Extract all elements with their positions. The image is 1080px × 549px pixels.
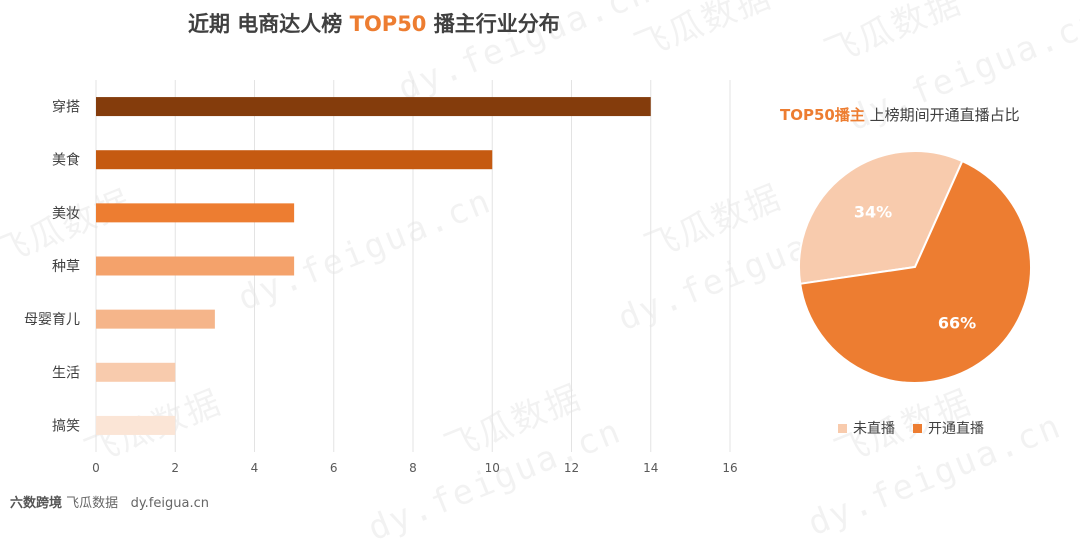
source-overlay-logo: 六数跨境 <box>10 496 63 511</box>
bar <box>96 415 176 435</box>
source-logo: 飞瓜数据 <box>66 496 119 511</box>
x-tick-label: 16 <box>722 461 737 475</box>
title-part-3: 播主行业分布 <box>426 12 560 36</box>
pie-chart: 34% 66% <box>798 150 1032 384</box>
pie-title-accent: TOP50播主 <box>780 106 865 124</box>
legend-label: 开通直播 <box>928 421 984 437</box>
x-tick-label: 4 <box>251 461 259 475</box>
x-tick-label: 2 <box>171 461 179 475</box>
x-tick-label: 14 <box>643 461 658 475</box>
legend-item: 开通直播 <box>913 418 984 438</box>
source-url: dy.feigua.cn <box>130 496 209 511</box>
pie-legend: 未直播 开通直播 <box>838 418 984 438</box>
chart-title: 近期 电商达人榜 TOP50 播主行业分布 <box>188 8 608 38</box>
pie-data-label: 66% <box>938 313 976 332</box>
y-category-label: 生活 <box>52 365 80 381</box>
bar <box>96 256 295 276</box>
y-category-label: 美食 <box>52 152 80 169</box>
x-tick-label: 10 <box>485 461 500 475</box>
bar <box>96 97 651 117</box>
legend-swatch <box>838 423 847 433</box>
pie-title-rest: 上榜期间开通直播占比 <box>864 106 1020 124</box>
bar <box>96 150 493 170</box>
x-tick-label: 6 <box>330 461 338 475</box>
y-category-label: 穿搭 <box>52 100 80 116</box>
x-tick-label: 0 <box>92 461 100 475</box>
legend-label: 未直播 <box>853 421 895 437</box>
legend-swatch <box>913 423 922 433</box>
bar <box>96 309 215 329</box>
watermark: 飞瓜数据 <box>629 0 778 68</box>
pie-slice <box>799 159 1032 384</box>
y-category-label: 搞笑 <box>52 418 80 434</box>
watermark: 飞瓜数据 <box>819 0 968 74</box>
y-category-label: 美妆 <box>52 206 80 222</box>
title-part-1: 近期 电商达人榜 <box>188 12 350 36</box>
source-footer: 六数跨境 飞瓜数据 dy.feigua.cn <box>10 492 209 511</box>
pie-data-label: 34% <box>854 203 892 222</box>
x-tick-label: 12 <box>564 461 579 475</box>
y-category-label: 母婴育儿 <box>24 312 80 328</box>
y-category-label: 种草 <box>52 259 80 275</box>
pie-title: TOP50播主 上榜期间开通直播占比 <box>780 104 1070 125</box>
x-tick-label: 8 <box>409 461 417 475</box>
bar <box>96 362 176 382</box>
title-part-2: TOP50 <box>349 12 427 36</box>
bar <box>96 203 295 223</box>
legend-item: 未直播 <box>838 418 895 438</box>
